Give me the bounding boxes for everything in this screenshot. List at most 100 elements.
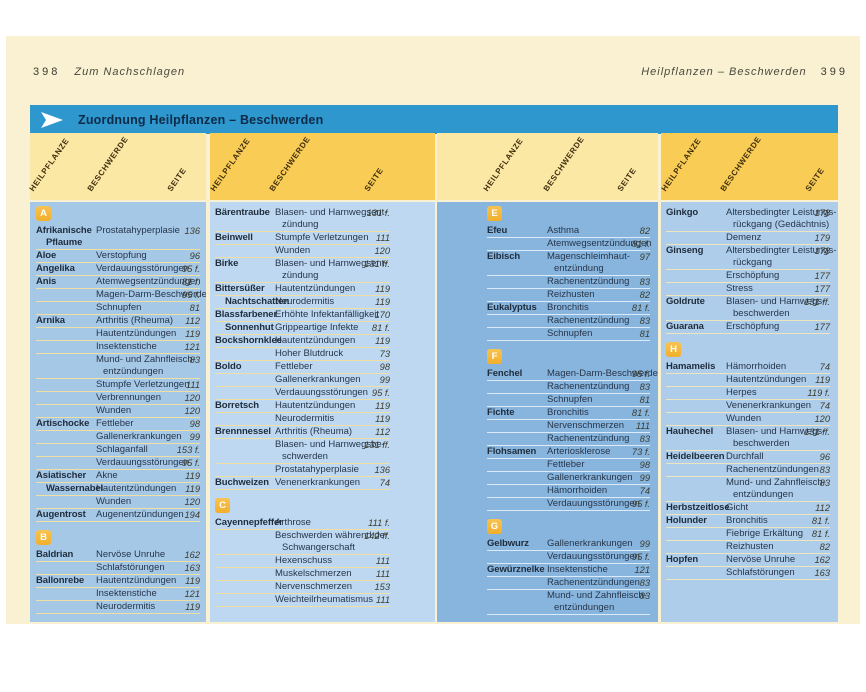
row-line: Mund- und Zahnfleisch- 83 bbox=[666, 477, 830, 489]
right-arrow-icon bbox=[41, 111, 63, 128]
complaint: Altersbedingter Leistungs- bbox=[726, 245, 837, 256]
page-number: 111 bbox=[375, 233, 390, 243]
page-number: 111 bbox=[185, 380, 200, 390]
complaint: Stumpfe Verletzungen bbox=[275, 232, 369, 243]
page-number: 121 bbox=[634, 565, 650, 575]
table-row: Prostatahyperplasie 136 bbox=[215, 464, 390, 477]
table-row: Reizhusten 82 bbox=[666, 541, 830, 554]
page-number: 119 bbox=[375, 336, 390, 346]
row-line: Fichte Bronchitis 81 f. bbox=[487, 407, 650, 419]
table-row: Magen-Darm-Beschwerden 95 f. bbox=[36, 289, 206, 302]
row-line: Atemwegsentzündungen 81 f. bbox=[487, 238, 652, 250]
section-entries: Ginkgo Altersbedingter Leistungs- 178 rückg… bbox=[666, 207, 836, 334]
rotated-column-label-beschwerde: BESCHWERDE bbox=[267, 134, 313, 193]
table-row: Wunden 120 bbox=[666, 413, 830, 426]
table-row: Mund- und Zahnfleisch- 83 entzündungen bbox=[666, 477, 830, 502]
row-line: Wassernabel Hautentzündungen 119 bbox=[36, 483, 200, 495]
table-row: Wunden 120 bbox=[36, 496, 200, 509]
complaint: Arthritis (Rheuma) bbox=[96, 315, 174, 326]
table-row: Schlafstörungen 163 bbox=[666, 567, 830, 580]
page-number: 95 f. bbox=[181, 264, 200, 274]
page-number: 81 f. bbox=[181, 277, 200, 287]
table-row: Verdauungsstörungen 95 f. bbox=[487, 498, 650, 511]
row-line: Anis Atemwegsentzündungen 81 f. bbox=[36, 276, 201, 288]
row-line: Neurodermitis 119 bbox=[215, 413, 390, 425]
table-row: Rachenentzündung 83 bbox=[487, 433, 650, 446]
complaint: Arthritis (Rheuma) bbox=[275, 426, 353, 437]
row-line: Ballonrebe Hautentzündungen 119 bbox=[36, 575, 200, 587]
row-line: Bockshornklee Hautentzündungen 119 bbox=[215, 335, 390, 347]
complaint: zündung bbox=[282, 270, 319, 281]
complaint: Weichteilrheumatismus bbox=[275, 594, 374, 605]
table-row: Verdauungsstörungen 95 f. bbox=[487, 551, 650, 564]
complaint: Nervöse Unruhe bbox=[726, 554, 796, 565]
complaint: Fiebrige Erkältung bbox=[726, 528, 804, 539]
page-number: 119 bbox=[375, 414, 390, 424]
page-number: 111 bbox=[375, 595, 390, 605]
page-number: 120 bbox=[184, 406, 200, 416]
row-line: Rachenentzündung 83 bbox=[487, 381, 650, 393]
page-number: 131 ff. bbox=[804, 427, 830, 437]
row-line: beschwerden bbox=[666, 438, 830, 450]
row-line: Boldo Fettleber 98 bbox=[215, 361, 390, 373]
table-row: Bärentraube Blasen- und Harnwegsent- 131 f… bbox=[215, 207, 390, 232]
table-row: Buchweizen Venenerkrankungen 74 bbox=[215, 477, 390, 490]
row-line: entzündung bbox=[487, 263, 650, 275]
page-number: 81 bbox=[639, 329, 650, 339]
page-number: 163 bbox=[814, 568, 830, 578]
page-number: 153 f. bbox=[176, 445, 200, 455]
page-number: 136 bbox=[374, 465, 390, 475]
table-row: Eibisch Magenschleimhaut- 97 entzündung bbox=[487, 251, 650, 276]
complaint: Blasen- und Harnwegsbe- bbox=[275, 439, 385, 450]
complaint: Gallenerkrankungen bbox=[275, 374, 361, 385]
page-number: 73 bbox=[379, 349, 390, 359]
row-line: Aloe Verstopfung 96 bbox=[36, 250, 200, 262]
complaint: Stress bbox=[726, 283, 753, 294]
table-row: Gallenerkrankungen 99 bbox=[36, 431, 200, 444]
table-row: Neurodermitis 119 bbox=[215, 413, 390, 426]
complaint: Gicht bbox=[726, 502, 749, 513]
row-line: Borretsch Hautentzündungen 119 bbox=[215, 400, 390, 412]
page-number: 170 bbox=[374, 310, 390, 320]
table-row: Ginkgo Altersbedingter Leistungs- 178 rückg… bbox=[666, 207, 836, 232]
plant-name: Eibisch bbox=[487, 251, 521, 262]
complaint: Durchfall bbox=[726, 451, 764, 462]
plant-name: Artischocke bbox=[36, 418, 90, 429]
plant-name: Fenchel bbox=[487, 368, 523, 379]
table-row: Rachenentzündungen 83 bbox=[487, 577, 650, 590]
plant-name: Baldrian bbox=[36, 549, 74, 560]
complaint: Neurodermitis bbox=[96, 601, 156, 612]
complaint: Verdauungsstörungen bbox=[96, 263, 189, 274]
page-number: 74 bbox=[819, 401, 830, 411]
table-row: Wunden 120 bbox=[215, 245, 390, 258]
complaint: Mund- und Zahnfleisch- bbox=[96, 354, 196, 365]
column-header-segment-1: HEILPFLANZE BESCHWERDE SEITE bbox=[28, 133, 206, 200]
complaint: Insektenstiche bbox=[96, 341, 157, 352]
section-entries: Cayennepfeffer Arthrose 111 f. Beschwerden … bbox=[215, 517, 390, 607]
complaint: entzündungen bbox=[103, 366, 164, 377]
table-row: Sonnenhut Grippeartige Infekte 81 f. bbox=[215, 322, 390, 335]
complaint: Bronchitis bbox=[547, 302, 589, 313]
row-line: Guarana Erschöpfung 177 bbox=[666, 321, 830, 333]
plant-name: Hamamelis bbox=[666, 361, 716, 372]
complaint: Hautentzündungen bbox=[726, 374, 807, 385]
row-line: Insektenstiche 121 bbox=[36, 588, 200, 600]
row-line: Herpes 119 f. bbox=[666, 387, 830, 399]
page-number: 83 bbox=[639, 316, 650, 326]
page-number: 95 f. bbox=[631, 499, 650, 509]
table-row: Ballonrebe Hautentzündungen 119 bbox=[36, 575, 200, 588]
page-number: 111 bbox=[375, 556, 390, 566]
page-number: 99 bbox=[189, 432, 200, 442]
page-number: 177 bbox=[814, 284, 830, 294]
row-line: Verdauungsstörungen 95 f. bbox=[215, 387, 390, 399]
page-number: 96 bbox=[189, 251, 200, 261]
row-line: Prostatahyperplasie 136 bbox=[215, 464, 390, 476]
complaint: Hautentzündungen bbox=[275, 335, 356, 346]
row-line: Gallenerkrankungen 99 bbox=[487, 472, 650, 484]
table-row: Nachtschatten Neurodermitis 119 bbox=[215, 296, 390, 309]
table-row: Rachenentzündung 83 bbox=[487, 315, 650, 328]
rotated-column-label-seite: SEITE bbox=[803, 166, 827, 193]
complaint: Gallenerkrankungen bbox=[547, 538, 633, 549]
row-line: Venenerkrankungen 74 bbox=[666, 400, 830, 412]
complaint: Erhöhte Infektanfälligkeit bbox=[275, 309, 380, 320]
